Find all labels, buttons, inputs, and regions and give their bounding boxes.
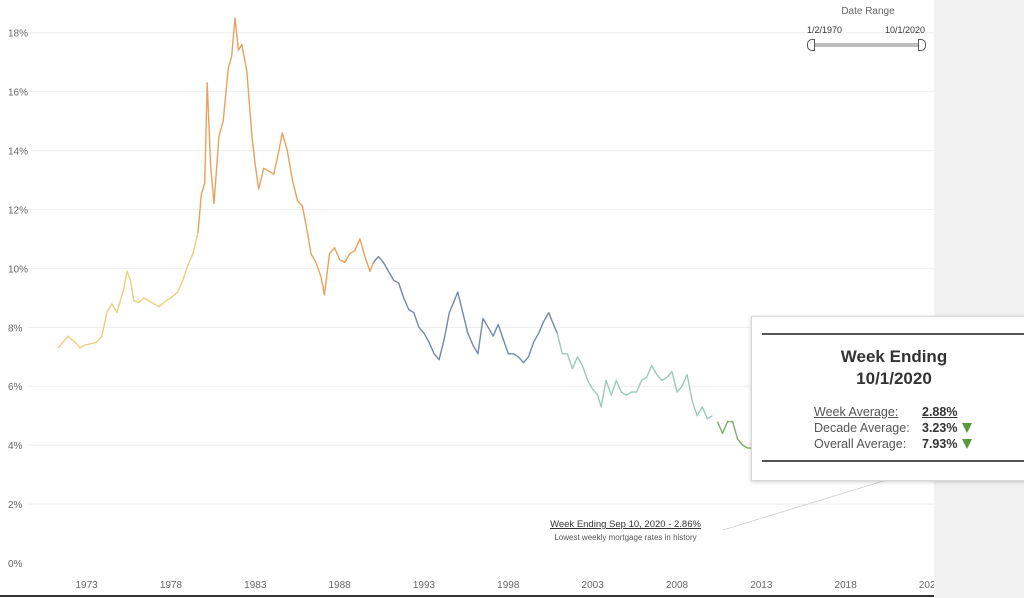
y-tick-label: 8% (8, 323, 23, 334)
tooltip-row-value: 3.23% (922, 421, 958, 435)
tooltip-bottom-rule (762, 460, 1024, 462)
tooltip-row-value: 2.88% (922, 405, 958, 419)
week-tooltip: Week Ending 10/1/2020 Week Average: 2.88… (751, 316, 1024, 481)
x-axis-ticks: 1973 1978 1983 1988 1993 1998 2003 2008 … (75, 580, 934, 591)
x-tick-label: 2008 (666, 580, 689, 591)
date-range-start-handle[interactable] (807, 39, 815, 51)
y-tick-label: 10% (8, 264, 28, 275)
down-arrow-icon (962, 423, 972, 433)
record-low-annotation: Week Ending Sep 10, 2020 - 2.86% Lowest … (528, 519, 723, 542)
date-range-min-label: 1/2/1970 (807, 25, 843, 35)
x-tick-label: 1998 (497, 580, 520, 591)
tooltip-title-line1: Week Ending (840, 347, 948, 366)
tooltip-row-week-average: Week Average: 2.88% (814, 405, 1014, 421)
annotation-leader-line (722, 479, 888, 531)
annotation-title: Week Ending Sep 10, 2020 - 2.86% (550, 519, 701, 530)
tooltip-row-decade-average: Decade Average: 3.23% (814, 421, 1014, 437)
x-tick-label: 1993 (413, 580, 436, 591)
x-tick-label: 2003 (582, 580, 605, 591)
date-range-max-label: 10/1/2020 (885, 25, 926, 35)
tooltip-row-label: Decade Average: (814, 421, 910, 435)
y-axis-ticks: 0% 2% 4% 6% 8% 10% 12% 14% 16% 18% (8, 29, 28, 570)
y-tick-label: 6% (8, 382, 23, 393)
tooltip-title-line2: 10/1/2020 (856, 369, 932, 388)
series-segment[interactable] (372, 255, 558, 364)
y-tick-label: 18% (8, 29, 28, 40)
tooltip-row-value: 7.93% (922, 437, 958, 451)
x-tick-label: 1983 (244, 580, 267, 591)
date-range-end-handle[interactable] (918, 39, 926, 51)
tooltip-row-overall-average: Overall Average: 7.93% (814, 437, 1014, 453)
y-tick-label: 12% (8, 205, 28, 216)
x-tick-label: 2023 (919, 580, 934, 591)
x-tick-label: 1988 (328, 580, 351, 591)
y-tick-label: 4% (8, 441, 23, 452)
line-chart: 0% 2% 4% 6% 8% 10% 12% 14% 16% 18% 1973 … (0, 17, 934, 597)
x-tick-label: 2018 (835, 580, 858, 591)
x-tick-label: 1973 (75, 580, 98, 591)
tooltip-top-rule (762, 333, 1024, 335)
tooltip-title: Week Ending 10/1/2020 (764, 346, 1024, 390)
tooltip-row-label: Overall Average: (814, 437, 907, 451)
x-tick-label: 1978 (160, 580, 183, 591)
y-tick-label: 14% (8, 147, 28, 158)
y-tick-label: 16% (8, 88, 28, 99)
rate-series[interactable] (57, 17, 752, 449)
annotation-subtitle: Lowest weekly mortgage rates in history (554, 533, 697, 542)
date-range-slider-track[interactable] (811, 43, 923, 47)
series-segment[interactable] (197, 17, 375, 296)
series-segment[interactable] (57, 232, 199, 349)
series-segment[interactable] (556, 333, 713, 420)
gridlines (28, 32, 934, 505)
y-tick-label: 0% (8, 559, 23, 570)
x-tick-label: 2013 (750, 580, 773, 591)
series-segment[interactable] (716, 420, 752, 449)
down-arrow-icon (962, 439, 972, 449)
y-tick-label: 2% (8, 500, 23, 511)
tooltip-row-label: Week Average: (814, 405, 899, 419)
right-panel-background (934, 0, 1024, 598)
date-range-title: Date Range (841, 6, 895, 17)
